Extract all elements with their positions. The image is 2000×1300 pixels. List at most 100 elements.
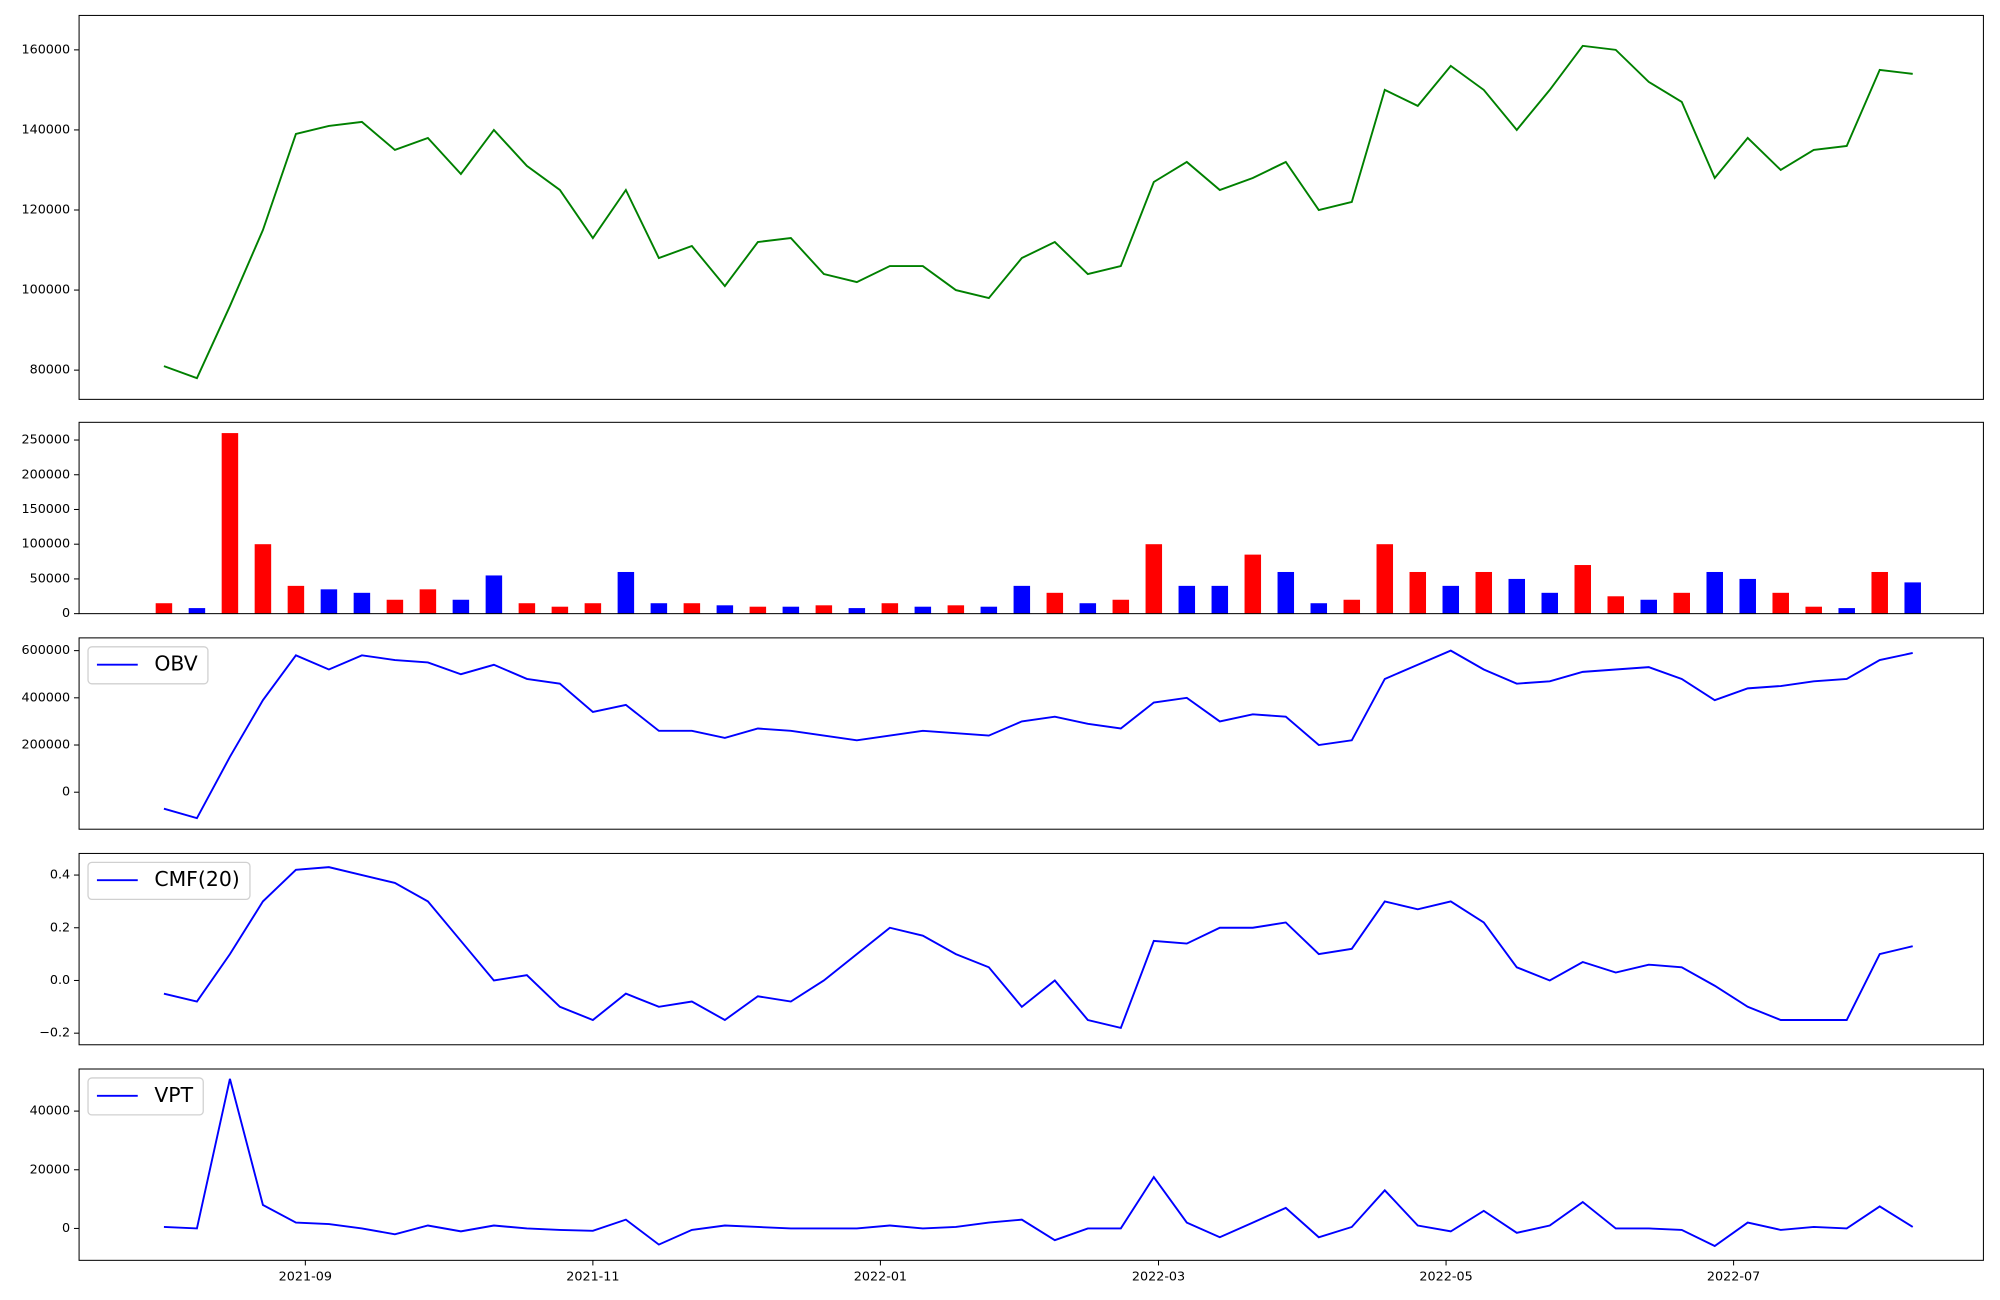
legend-label: VPT	[154, 1083, 193, 1107]
x-tick-label: 2022-05	[1419, 1269, 1472, 1284]
x-tick-label: 2022-07	[1707, 1269, 1760, 1284]
axes-frame	[78, 852, 1984, 1046]
legend-box	[87, 861, 251, 900]
volume-bar	[1640, 599, 1657, 614]
volume-bar	[749, 606, 767, 614]
volume-bar	[1343, 599, 1361, 614]
y-tick-label: 160000	[21, 42, 70, 57]
volume-bar	[782, 606, 800, 614]
y-tick-label: 150000	[21, 502, 70, 517]
y-tick-label: 0	[62, 606, 70, 621]
volume-bar	[947, 605, 965, 614]
volume-bar	[419, 589, 437, 614]
volume-bar	[1244, 554, 1262, 614]
volume-bar	[650, 603, 668, 614]
volume-bar	[254, 544, 272, 614]
y-tick-label: 0.4	[50, 868, 70, 883]
y-tick-label: −0.2	[39, 1026, 70, 1041]
volume-bar	[221, 433, 239, 614]
y-tick-label: 200000	[21, 738, 70, 753]
y-tick-label: 400000	[21, 690, 70, 705]
volume-bar	[1145, 544, 1163, 614]
volume-bar	[518, 603, 536, 614]
axes-frame	[78, 421, 1984, 615]
x-tick-label: 2022-01	[854, 1269, 907, 1284]
volume-bar	[617, 571, 635, 614]
volume-bar	[1211, 585, 1229, 614]
axes-frame	[78, 637, 1984, 830]
line	[163, 44, 1913, 380]
volume-bar	[1376, 544, 1394, 614]
volume-bar	[1277, 571, 1295, 614]
volume-bar	[1475, 571, 1493, 614]
y-tick-label: 600000	[21, 643, 70, 658]
axes-frame	[78, 14, 1984, 400]
volume-bar	[1706, 571, 1723, 614]
legend-label: OBV	[154, 652, 197, 676]
volume-bar	[1673, 592, 1690, 614]
y-tick-label: 250000	[21, 433, 70, 448]
volume-bar	[1607, 596, 1624, 614]
panel: −0.2 0.0 0.2 0.4 CMF(20)	[39, 852, 1984, 1046]
volume-bar	[188, 608, 206, 614]
volume-bar	[1013, 585, 1031, 614]
line	[163, 1078, 1914, 1248]
volume-bar	[155, 603, 173, 614]
volume-bar	[848, 608, 866, 614]
volume-bar	[914, 606, 932, 614]
x-tick-label: 2022-03	[1132, 1269, 1185, 1284]
volume-bar	[353, 592, 371, 614]
volume-bar	[386, 599, 404, 614]
volume-bar	[881, 603, 899, 614]
volume-bar	[1541, 592, 1559, 614]
x-tick-label: 2021-11	[566, 1269, 619, 1284]
volume-bar	[1871, 571, 1888, 614]
volume-bar	[1805, 606, 1822, 614]
y-tick-label: 0	[62, 785, 70, 800]
volume-bar	[683, 603, 701, 614]
x-tick-label: 2021-09	[279, 1269, 332, 1284]
volume-bar	[1904, 582, 1921, 614]
legend-label: CMF(20)	[154, 867, 239, 891]
volume-bar	[551, 606, 569, 614]
y-tick-label: 40000	[30, 1104, 71, 1119]
y-tick-label: 0.0	[50, 973, 70, 988]
y-tick-label: 80000	[30, 363, 71, 378]
panel: 0 50000 100000 150000 200000 250000	[21, 421, 1984, 621]
volume-bar	[1508, 578, 1526, 614]
panel: 0 200000 400000 600000 OBV	[21, 637, 1984, 830]
legend-box	[87, 646, 209, 685]
volume-bar	[1772, 592, 1789, 614]
y-tick-label: 200000	[21, 467, 70, 482]
volume-bar	[1739, 578, 1756, 614]
volume-bar	[1178, 585, 1196, 614]
legend-box	[87, 1077, 204, 1116]
volume-bar	[1409, 571, 1427, 614]
volume-bar	[1310, 603, 1328, 614]
volume-bar	[1046, 592, 1064, 614]
volume-bar	[1112, 599, 1130, 614]
y-tick-label: 120000	[21, 203, 70, 218]
y-tick-label: 100000	[21, 283, 70, 298]
volume-bar	[452, 599, 470, 614]
y-tick-label: 0.2	[50, 920, 70, 935]
volume-bar	[320, 589, 338, 614]
volume-bar	[584, 603, 602, 614]
volume-bar	[1079, 603, 1097, 614]
volume-bar	[1574, 565, 1592, 614]
panel: 80000 100000 120000 140000 160000	[21, 14, 1984, 400]
volume-bar	[980, 606, 998, 614]
line	[163, 866, 1913, 1030]
y-tick-label: 0	[62, 1221, 70, 1236]
panel: 0 20000 40000 2021-09 2021-11 2022-01 2022-03 2…	[30, 1068, 1984, 1284]
volume-bar	[287, 585, 305, 614]
y-tick-label: 50000	[30, 571, 71, 586]
y-tick-label: 20000	[30, 1162, 71, 1177]
line	[163, 649, 1913, 820]
axes-frame	[78, 1068, 1984, 1261]
volume-bar	[485, 575, 503, 614]
volume-bar	[1442, 585, 1460, 614]
volume-bar	[716, 605, 734, 614]
y-tick-label: 140000	[21, 122, 70, 137]
volume-bar	[1838, 608, 1855, 614]
